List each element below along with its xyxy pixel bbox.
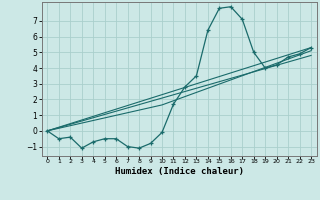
X-axis label: Humidex (Indice chaleur): Humidex (Indice chaleur): [115, 167, 244, 176]
